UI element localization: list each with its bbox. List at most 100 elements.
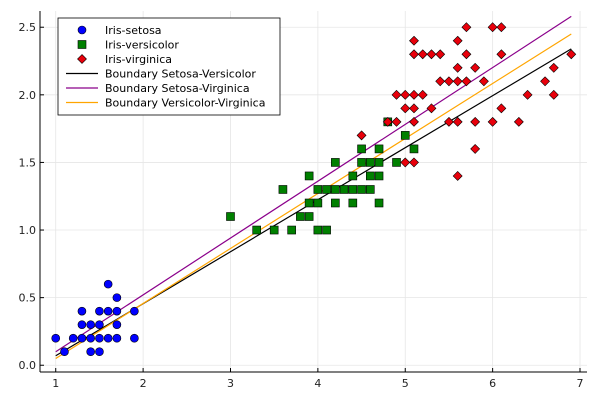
iris-virginica-point [478, 76, 489, 87]
iris-virginica-point [444, 116, 454, 127]
iris-virginica-point [461, 76, 472, 87]
iris-virginica-point [461, 49, 472, 60]
legend-iris-versicolor-marker [77, 40, 87, 49]
iris-setosa-point [112, 320, 122, 329]
iris-setosa-point [112, 306, 122, 316]
y-tick-label: 2.0 [19, 89, 37, 102]
iris-virginica-point [470, 62, 481, 73]
legend-box [57, 17, 281, 116]
iris-virginica-point [522, 89, 533, 100]
y-tick-label: 0.0 [19, 359, 37, 372]
iris-virginica-point [417, 49, 428, 60]
iris-setosa-point [86, 333, 95, 343]
iris-setosa-point [86, 320, 95, 329]
iris-setosa-point [103, 306, 113, 316]
x-tick-label: 2 [140, 377, 147, 390]
iris-versicolor-point [357, 144, 366, 154]
iris-virginica-point [548, 62, 559, 73]
iris-virginica-point [400, 103, 411, 114]
iris-virginica-point [487, 116, 498, 127]
iris-setosa-point [103, 333, 113, 343]
iris-versicolor-point [365, 185, 375, 194]
iris-setosa-point [86, 347, 95, 357]
iris-virginica-point [444, 76, 454, 87]
legend-boundary-versicolor-virginica-label: Boundary Versicolor-Virginica [105, 97, 265, 110]
iris-versicolor-point [365, 171, 375, 181]
iris-versicolor-point [304, 198, 314, 208]
iris-virginica-point [409, 49, 419, 60]
iris-versicolor-point [322, 225, 331, 235]
iris-versicolor-point [374, 144, 384, 154]
iris-versicolor-point [400, 131, 410, 140]
y-tick-labels: 0.0 0.5 1.0 1.5 2.0 2.5 [19, 21, 37, 372]
iris-versicolor-point [409, 144, 419, 154]
iris-setosa-point [60, 347, 69, 357]
iris-virginica-point [548, 89, 559, 100]
iris-virginica-point [470, 116, 481, 127]
iris-virginica-point [452, 76, 463, 87]
iris-versicolor-point [304, 212, 314, 221]
iris-versicolor-point [392, 158, 401, 167]
legend: Iris-setosa Iris-versicolorIris-virginica… [57, 17, 281, 116]
iris-virginica-point [417, 89, 428, 100]
iris-setosa-point [112, 293, 122, 302]
legend-iris-versicolor-label: Iris-versicolor [105, 39, 179, 52]
iris-versicolor-point [313, 225, 323, 235]
legend-boundary-setosa-versicolor-label: Boundary Setosa-Versicolor [105, 68, 256, 81]
iris-versicolor-point [348, 198, 358, 208]
iris-versicolor-point [322, 185, 331, 194]
iris-versicolor-point [296, 212, 305, 221]
iris-versicolor-point [365, 158, 375, 167]
iris-versicolor-point [331, 158, 340, 167]
iris-virginica-point [435, 49, 446, 60]
iris-virginica-point [496, 22, 507, 33]
iris-versicolor-point [339, 185, 349, 194]
iris-virginica-point [487, 22, 498, 33]
legend-iris-setosa-label: Iris-setosa [105, 24, 162, 37]
iris-versicolor-point [313, 185, 323, 194]
data-points [51, 22, 577, 357]
y-tick-label: 2.5 [19, 21, 37, 34]
iris-virginica-point [400, 157, 411, 168]
legend-iris-setosa-marker [77, 25, 87, 35]
iris-versicolor-point [357, 185, 366, 194]
x-tick-label: 6 [489, 377, 496, 390]
iris-virginica-point [426, 103, 437, 114]
iris-versicolor-point [331, 198, 340, 208]
iris-versicolor-point [348, 171, 358, 181]
iris-setosa-point [68, 333, 78, 343]
y-tick-label: 0.5 [19, 292, 37, 305]
boundary-lines [55, 15, 572, 359]
iris-versicolor-point [252, 225, 262, 235]
iris-virginica-point [435, 76, 446, 87]
iris-setosa-point [130, 306, 139, 316]
iris-virginica-point [461, 22, 472, 33]
boundary-versicolor-virginica-line [55, 33, 572, 359]
iris-virginica-point [382, 116, 393, 127]
iris-virginica-point [400, 89, 411, 100]
iris-setosa-point [95, 320, 104, 329]
iris-virginica-point [409, 157, 419, 168]
iris-virginica-point [470, 143, 481, 154]
iris-virginica-point [409, 89, 419, 100]
axes [39, 11, 587, 373]
iris-virginica-point [496, 103, 507, 114]
iris-versicolor-point [357, 158, 366, 167]
iris-setosa-point [51, 333, 61, 343]
iris-versicolor-point [374, 171, 384, 181]
iris-setosa-point [112, 333, 122, 343]
x-tick-label: 1 [52, 377, 59, 390]
iris-virginica-point [409, 35, 419, 46]
iris-virginica-point [409, 116, 419, 127]
iris-virginica-point [426, 49, 437, 60]
x-tick-labels: 1 2 3 4 5 6 7 [52, 377, 583, 390]
iris-virginica-point [452, 116, 463, 127]
iris-setosa-point [77, 333, 87, 343]
boundary-setosa-virginica-line [55, 15, 572, 353]
iris-versicolor-point [226, 212, 235, 221]
x-tick-label: 3 [227, 377, 234, 390]
x-tick-label: 4 [314, 377, 321, 390]
iris-virginica-point [356, 130, 367, 141]
iris-versicolor-point [304, 171, 314, 181]
